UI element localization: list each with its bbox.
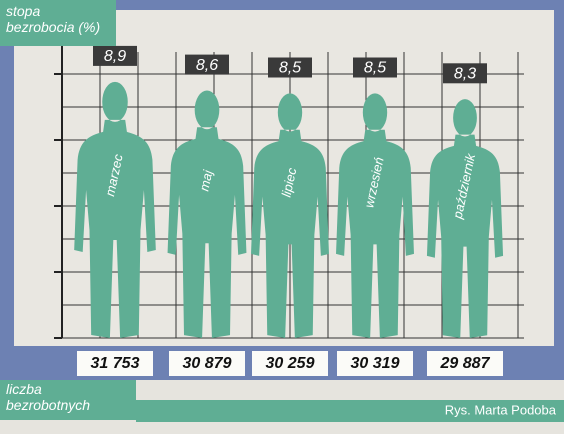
title-line: bezrobocia (%): [6, 19, 100, 35]
title-line: stopa: [6, 3, 40, 19]
credit: Rys. Marta Podoba: [445, 402, 557, 417]
count-label: 31 753: [91, 355, 140, 372]
value-label: 8,3: [454, 66, 476, 83]
value-label: 8,5: [279, 60, 301, 77]
counts-title-line: bezrobotnych: [6, 397, 90, 413]
count-label: 30 879: [183, 355, 232, 372]
count-label: 30 319: [351, 355, 400, 372]
value-label: 8,9: [104, 48, 126, 65]
value-label: 8,5: [364, 60, 386, 77]
count-label: 29 887: [440, 355, 491, 372]
chart: 8,9marzec31 7538,6maj30 8798,5lipiec30 2…: [0, 0, 564, 434]
counts-title-line: liczba: [6, 381, 42, 397]
value-label: 8,6: [196, 57, 218, 74]
count-label: 30 259: [266, 355, 315, 372]
